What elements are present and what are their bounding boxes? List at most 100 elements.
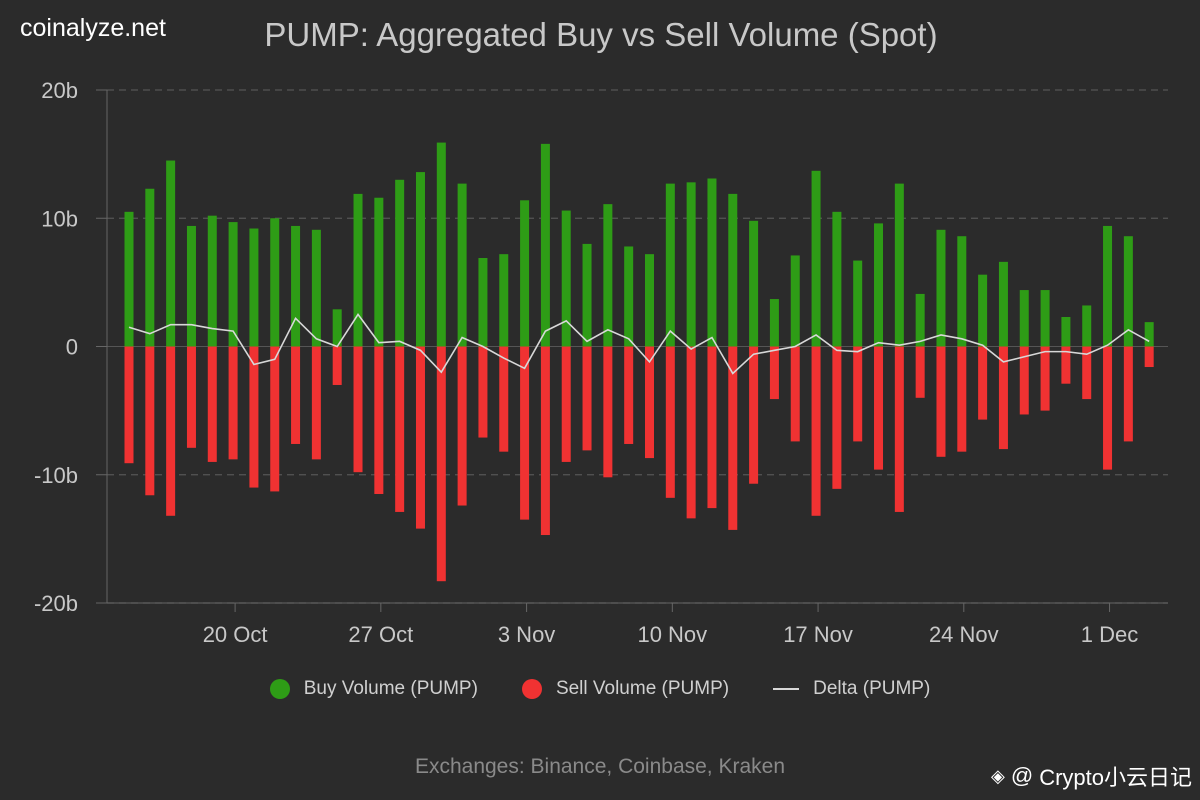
y-tick-label: 10b xyxy=(41,206,78,231)
buy-bar xyxy=(665,183,675,347)
chart-title: PUMP: Aggregated Buy vs Sell Volume (Spo… xyxy=(264,16,938,53)
legend-item-delta[interactable]: Delta (PUMP) xyxy=(773,678,930,700)
watermark: ◈ @ Crypto小云日记 xyxy=(991,760,1192,792)
x-tick-label: 20 Oct xyxy=(203,622,268,647)
buy-bar xyxy=(645,254,654,347)
buy-bar xyxy=(1019,290,1029,347)
sell-bar xyxy=(998,346,1008,450)
buy-bar xyxy=(311,229,321,347)
sell-bar xyxy=(353,346,363,473)
buy-bar xyxy=(811,170,821,347)
sell-bar xyxy=(645,346,654,459)
buy-bar xyxy=(894,183,904,347)
sell-bar xyxy=(166,346,176,516)
buy-bar xyxy=(291,225,301,347)
x-tick-label: 1 Dec xyxy=(1081,622,1138,647)
sell-bar xyxy=(395,346,405,512)
buy-bar xyxy=(998,261,1008,347)
buy-bar xyxy=(270,218,280,347)
buy-bar xyxy=(145,188,155,347)
sell-bar xyxy=(207,346,217,462)
watermark-text: Crypto小云日记 xyxy=(1039,765,1192,790)
sell-bar xyxy=(1144,346,1154,368)
sell-bar xyxy=(457,346,467,506)
y-tick-label: 20b xyxy=(41,78,78,103)
sell-bar xyxy=(561,346,571,462)
buy-bar xyxy=(124,211,134,347)
sell-bar xyxy=(915,346,925,398)
sell-bar xyxy=(520,346,530,520)
x-tick-label: 3 Nov xyxy=(498,622,555,647)
sell-bar xyxy=(499,346,509,452)
sell-bar xyxy=(311,346,321,460)
buy-bar xyxy=(436,142,446,347)
sell-bar xyxy=(228,346,238,460)
buy-bar xyxy=(853,260,863,347)
buy-bar xyxy=(707,178,717,347)
buy-bar xyxy=(603,204,613,347)
buy-bar xyxy=(874,223,884,347)
buy-bar xyxy=(1144,322,1154,347)
sell-bar xyxy=(707,346,717,509)
buy-bar xyxy=(749,220,759,347)
sell-bar xyxy=(145,346,155,496)
buy-bar xyxy=(936,229,946,347)
legend-label-buy: Buy Volume (PUMP) xyxy=(303,678,478,699)
buy-bar xyxy=(832,211,842,347)
y-tick-label: -20b xyxy=(34,591,78,616)
sell-bar xyxy=(270,346,280,492)
legend-label-delta: Delta (PUMP) xyxy=(813,678,931,699)
buy-bar xyxy=(186,225,196,347)
buy-bar xyxy=(1040,290,1050,347)
sell-bar xyxy=(728,346,738,530)
buy-bar xyxy=(457,183,467,347)
buy-bar xyxy=(1061,317,1071,347)
buy-bar xyxy=(249,228,259,347)
sell-bar xyxy=(978,346,988,420)
sell-bar xyxy=(478,346,488,438)
sell-bar xyxy=(1082,346,1092,400)
sell-bar xyxy=(957,346,967,452)
buy-bar xyxy=(353,193,363,347)
buy-bar xyxy=(395,179,405,347)
buy-bar xyxy=(1082,305,1092,347)
sell-bar xyxy=(186,346,196,448)
sell-bar xyxy=(749,346,759,484)
buy-bar xyxy=(166,160,176,347)
sell-volume-dot-icon xyxy=(521,679,542,699)
watermark-prefix: @ xyxy=(1010,763,1034,788)
buy-bar xyxy=(978,274,988,347)
sell-bar xyxy=(832,346,842,489)
sell-bar xyxy=(582,346,592,451)
buy-bar xyxy=(228,222,238,347)
sell-bar xyxy=(686,346,696,519)
sell-bar xyxy=(436,346,446,582)
legend-item-sell[interactable]: Sell Volume (PUMP) xyxy=(521,678,729,700)
sell-bar xyxy=(790,346,800,442)
binance-icon: ◈ xyxy=(991,765,1005,786)
buy-bar xyxy=(1103,225,1113,347)
sell-bar xyxy=(624,346,634,444)
brand-logo-text[interactable]: coinalyze.net xyxy=(20,14,166,42)
sell-bar xyxy=(811,346,821,516)
sell-bar xyxy=(936,346,946,457)
delta-line-icon xyxy=(773,688,800,690)
sell-bar xyxy=(894,346,904,512)
sell-bar xyxy=(332,346,342,385)
legend-item-buy[interactable]: Buy Volume (PUMP) xyxy=(269,678,478,700)
sell-bar xyxy=(1040,346,1050,411)
buy-bar xyxy=(686,182,696,347)
sell-bar xyxy=(769,346,779,400)
sell-bar xyxy=(1061,346,1071,384)
buy-bar xyxy=(499,254,509,347)
y-tick-label: 0 xyxy=(66,335,78,360)
sell-bar xyxy=(1019,346,1029,415)
sell-bar xyxy=(291,346,301,444)
buy-bar xyxy=(415,172,425,347)
sell-bar xyxy=(124,346,134,464)
sell-bar xyxy=(374,346,384,494)
exchanges-footer: Exchanges: Binance, Coinbase, Kraken xyxy=(414,755,786,778)
buy-bar xyxy=(332,309,342,347)
sell-bar xyxy=(603,346,613,478)
